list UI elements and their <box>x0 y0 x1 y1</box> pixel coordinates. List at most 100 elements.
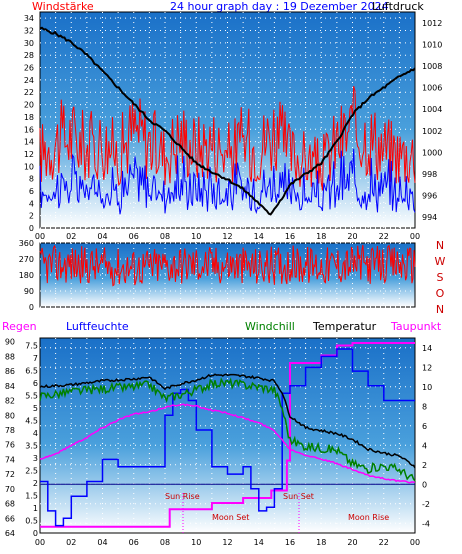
humidity-tick-label: 68 <box>5 500 15 509</box>
rain-tick-label: 6.5 <box>25 367 38 376</box>
x-tick-label: 00 <box>410 538 420 547</box>
wind-tick-label: 32 <box>24 27 34 36</box>
x-tick-label: 10 <box>191 538 201 547</box>
humidity-tick-label: 72 <box>5 470 15 479</box>
wind-tick-label: 12 <box>24 150 34 159</box>
x-tick-label: 20 <box>347 232 357 241</box>
temperature-tick-label: 0 <box>422 480 427 489</box>
temperature-tick-label: 2 <box>422 461 427 470</box>
rain-tick-label: 4.5 <box>25 417 38 426</box>
x-tick-label: 02 <box>66 232 76 241</box>
humidity-tick-label: 80 <box>5 411 15 420</box>
x-tick-label: 04 <box>97 232 107 241</box>
wind-pressure-panel <box>39 11 416 229</box>
humidity-axis-title: Luftfeuchte <box>66 320 129 333</box>
x-tick-label: 20 <box>347 538 357 547</box>
humidity-tick-label: 88 <box>5 352 15 361</box>
rain-tick-label: 7 <box>33 354 38 363</box>
pressure-tick-label: 1002 <box>422 127 442 136</box>
rain-axis-title: Regen <box>2 320 37 333</box>
humidity-tick-label: 74 <box>5 455 15 464</box>
dewpoint-series <box>39 403 416 484</box>
wind-tick-label: 34 <box>24 14 34 23</box>
pressure-tick-label: 1000 <box>422 148 442 157</box>
pressure-axis-title: Luftdruck <box>372 0 424 13</box>
x-tick-label: 18 <box>316 232 326 241</box>
compass-direction-label: N <box>436 303 444 316</box>
compass-direction-label: O <box>436 287 445 300</box>
wind-tick-label: 6 <box>29 187 34 196</box>
wind-tick-label: 4 <box>29 199 34 208</box>
wind-average-series <box>39 148 416 215</box>
humidity-tick-label: 64 <box>5 529 15 538</box>
compass-direction-label: S <box>437 271 444 284</box>
x-tick-label: 10 <box>191 232 201 241</box>
rain-tick-label: 6 <box>33 379 38 388</box>
temperature-tick-label: 10 <box>422 383 432 392</box>
x-tick-label: 14 <box>254 538 264 547</box>
sun-rise-label: Sun Rise <box>165 492 200 501</box>
direction-tick-label: 90 <box>24 287 34 296</box>
rain-tick-label: 5.5 <box>25 392 38 401</box>
pressure-tick-label: 1008 <box>422 62 442 71</box>
rain-tick-label: 1.5 <box>25 492 38 501</box>
x-tick-label: 00 <box>35 538 45 547</box>
pressure-tick-label: 994 <box>422 213 437 222</box>
wind-tick-label: 24 <box>24 76 34 85</box>
rain-tick-label: 2 <box>33 479 38 488</box>
temperature-tick-label: 8 <box>422 402 427 411</box>
dewpoint-legend: Taupunkt <box>390 320 442 333</box>
windchill-legend: Windchill <box>245 320 295 333</box>
x-tick-label: 18 <box>316 538 326 547</box>
temperature-legend: Temperatur <box>312 320 377 333</box>
wind-tick-label: 8 <box>29 175 34 184</box>
temperature-series <box>39 373 416 469</box>
wind-tick-label: 30 <box>24 39 34 48</box>
rain-tick-label: 5 <box>33 404 38 413</box>
direction-tick-label: 270 <box>19 255 34 264</box>
x-tick-label: 06 <box>129 538 139 547</box>
pressure-tick-label: 1004 <box>422 105 442 114</box>
pressure-series <box>39 26 416 216</box>
wind-tick-label: 18 <box>24 113 34 122</box>
temperature-tick-label: 4 <box>422 441 427 450</box>
moon-rise-label: Moon Rise <box>348 513 389 522</box>
wind-gust-series <box>39 85 416 191</box>
rain-tick-label: 1 <box>33 504 38 513</box>
x-tick-label: 16 <box>285 232 295 241</box>
humidity-tick-label: 76 <box>5 441 15 450</box>
pressure-tick-label: 1012 <box>422 19 442 28</box>
rain-tick-label: 0.5 <box>25 517 38 526</box>
wind-tick-label: 0 <box>29 224 34 233</box>
x-tick-label: 06 <box>129 232 139 241</box>
x-tick-label: 12 <box>222 538 232 547</box>
rain-tick-label: 4 <box>33 429 38 438</box>
humidity-tick-label: 86 <box>5 367 15 376</box>
moon-set-label: Moon Set <box>212 513 249 522</box>
compass-direction-label: N <box>436 239 444 252</box>
temperature-tick-label: 6 <box>422 422 427 431</box>
rain-tick-label: 3.5 <box>25 442 38 451</box>
temperature-tick-label: -4 <box>422 519 430 528</box>
wind-tick-label: 2 <box>29 212 34 221</box>
rain-tick-label: 3 <box>33 454 38 463</box>
chart-title: 24 hour graph day : 19 Dezember 2024 <box>170 0 389 13</box>
x-tick-label: 22 <box>379 538 389 547</box>
x-tick-label: 14 <box>254 232 264 241</box>
direction-tick-label: 0 <box>29 303 34 312</box>
wind-tick-label: 28 <box>24 51 34 60</box>
compass-direction-label: W <box>435 255 446 268</box>
pressure-tick-label: 998 <box>422 170 437 179</box>
x-tick-label: 16 <box>285 538 295 547</box>
x-tick-label: 22 <box>379 232 389 241</box>
humidity-series <box>40 348 415 527</box>
wind-tick-label: 14 <box>24 138 34 147</box>
direction-tick-label: 180 <box>19 271 34 280</box>
x-tick-label: 08 <box>160 232 170 241</box>
direction-tick-label: 360 <box>19 239 34 248</box>
wind-tick-label: 20 <box>24 101 34 110</box>
x-tick-label: 08 <box>160 538 170 547</box>
wind-tick-label: 10 <box>24 162 34 171</box>
humidity-tick-label: 78 <box>5 426 15 435</box>
